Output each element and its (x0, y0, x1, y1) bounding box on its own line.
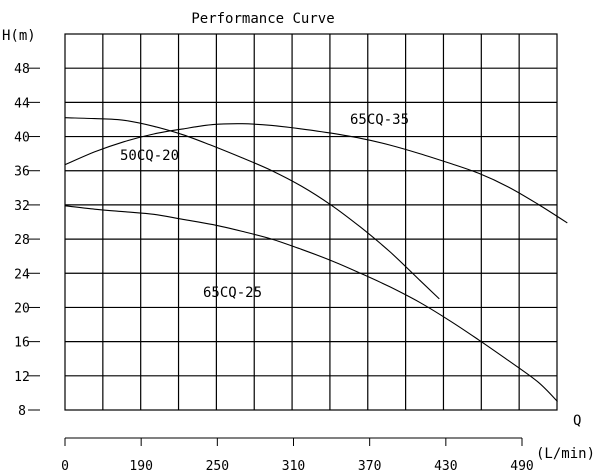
series-label-50cq-20: 50CQ-20 (120, 148, 179, 164)
x-axis-label: Q (573, 413, 581, 429)
chart-title: Performance Curve (191, 11, 334, 27)
series-line-50cq-20 (64, 117, 440, 300)
x-tick-label: 370 (358, 459, 381, 474)
x-tick-label: 250 (206, 459, 229, 474)
x-axis-unit: (L/min) (536, 446, 595, 462)
y-tick-label: 44 (14, 96, 30, 111)
series-line-65cq-35 (64, 123, 568, 224)
x-tick-label: 310 (282, 459, 305, 474)
y-tick-label: 20 (14, 301, 30, 316)
x-tick-label: 490 (510, 459, 533, 474)
y-tick-label: 28 (14, 233, 30, 248)
x-tick-label: 0 (61, 459, 69, 474)
x-tick-label: 190 (129, 459, 152, 474)
y-tick-label: 8 (18, 404, 26, 419)
x-tick-label: 430 (434, 459, 457, 474)
series-line-65cq-25 (64, 205, 558, 402)
series-label-65cq-35: 65CQ-35 (350, 112, 409, 128)
y-axis-label: H(m) (2, 28, 36, 44)
series-label-65cq-25: 65CQ-25 (203, 285, 262, 301)
y-tick-label: 12 (14, 370, 30, 385)
y-tick-label: 32 (14, 199, 30, 214)
y-tick-label: 36 (14, 165, 30, 180)
y-tick-label: 48 (14, 62, 30, 77)
y-tick-label: 16 (14, 336, 30, 351)
y-tick-label: 40 (14, 131, 30, 146)
y-tick-label: 24 (14, 267, 30, 282)
grid-frame (64, 33, 558, 411)
